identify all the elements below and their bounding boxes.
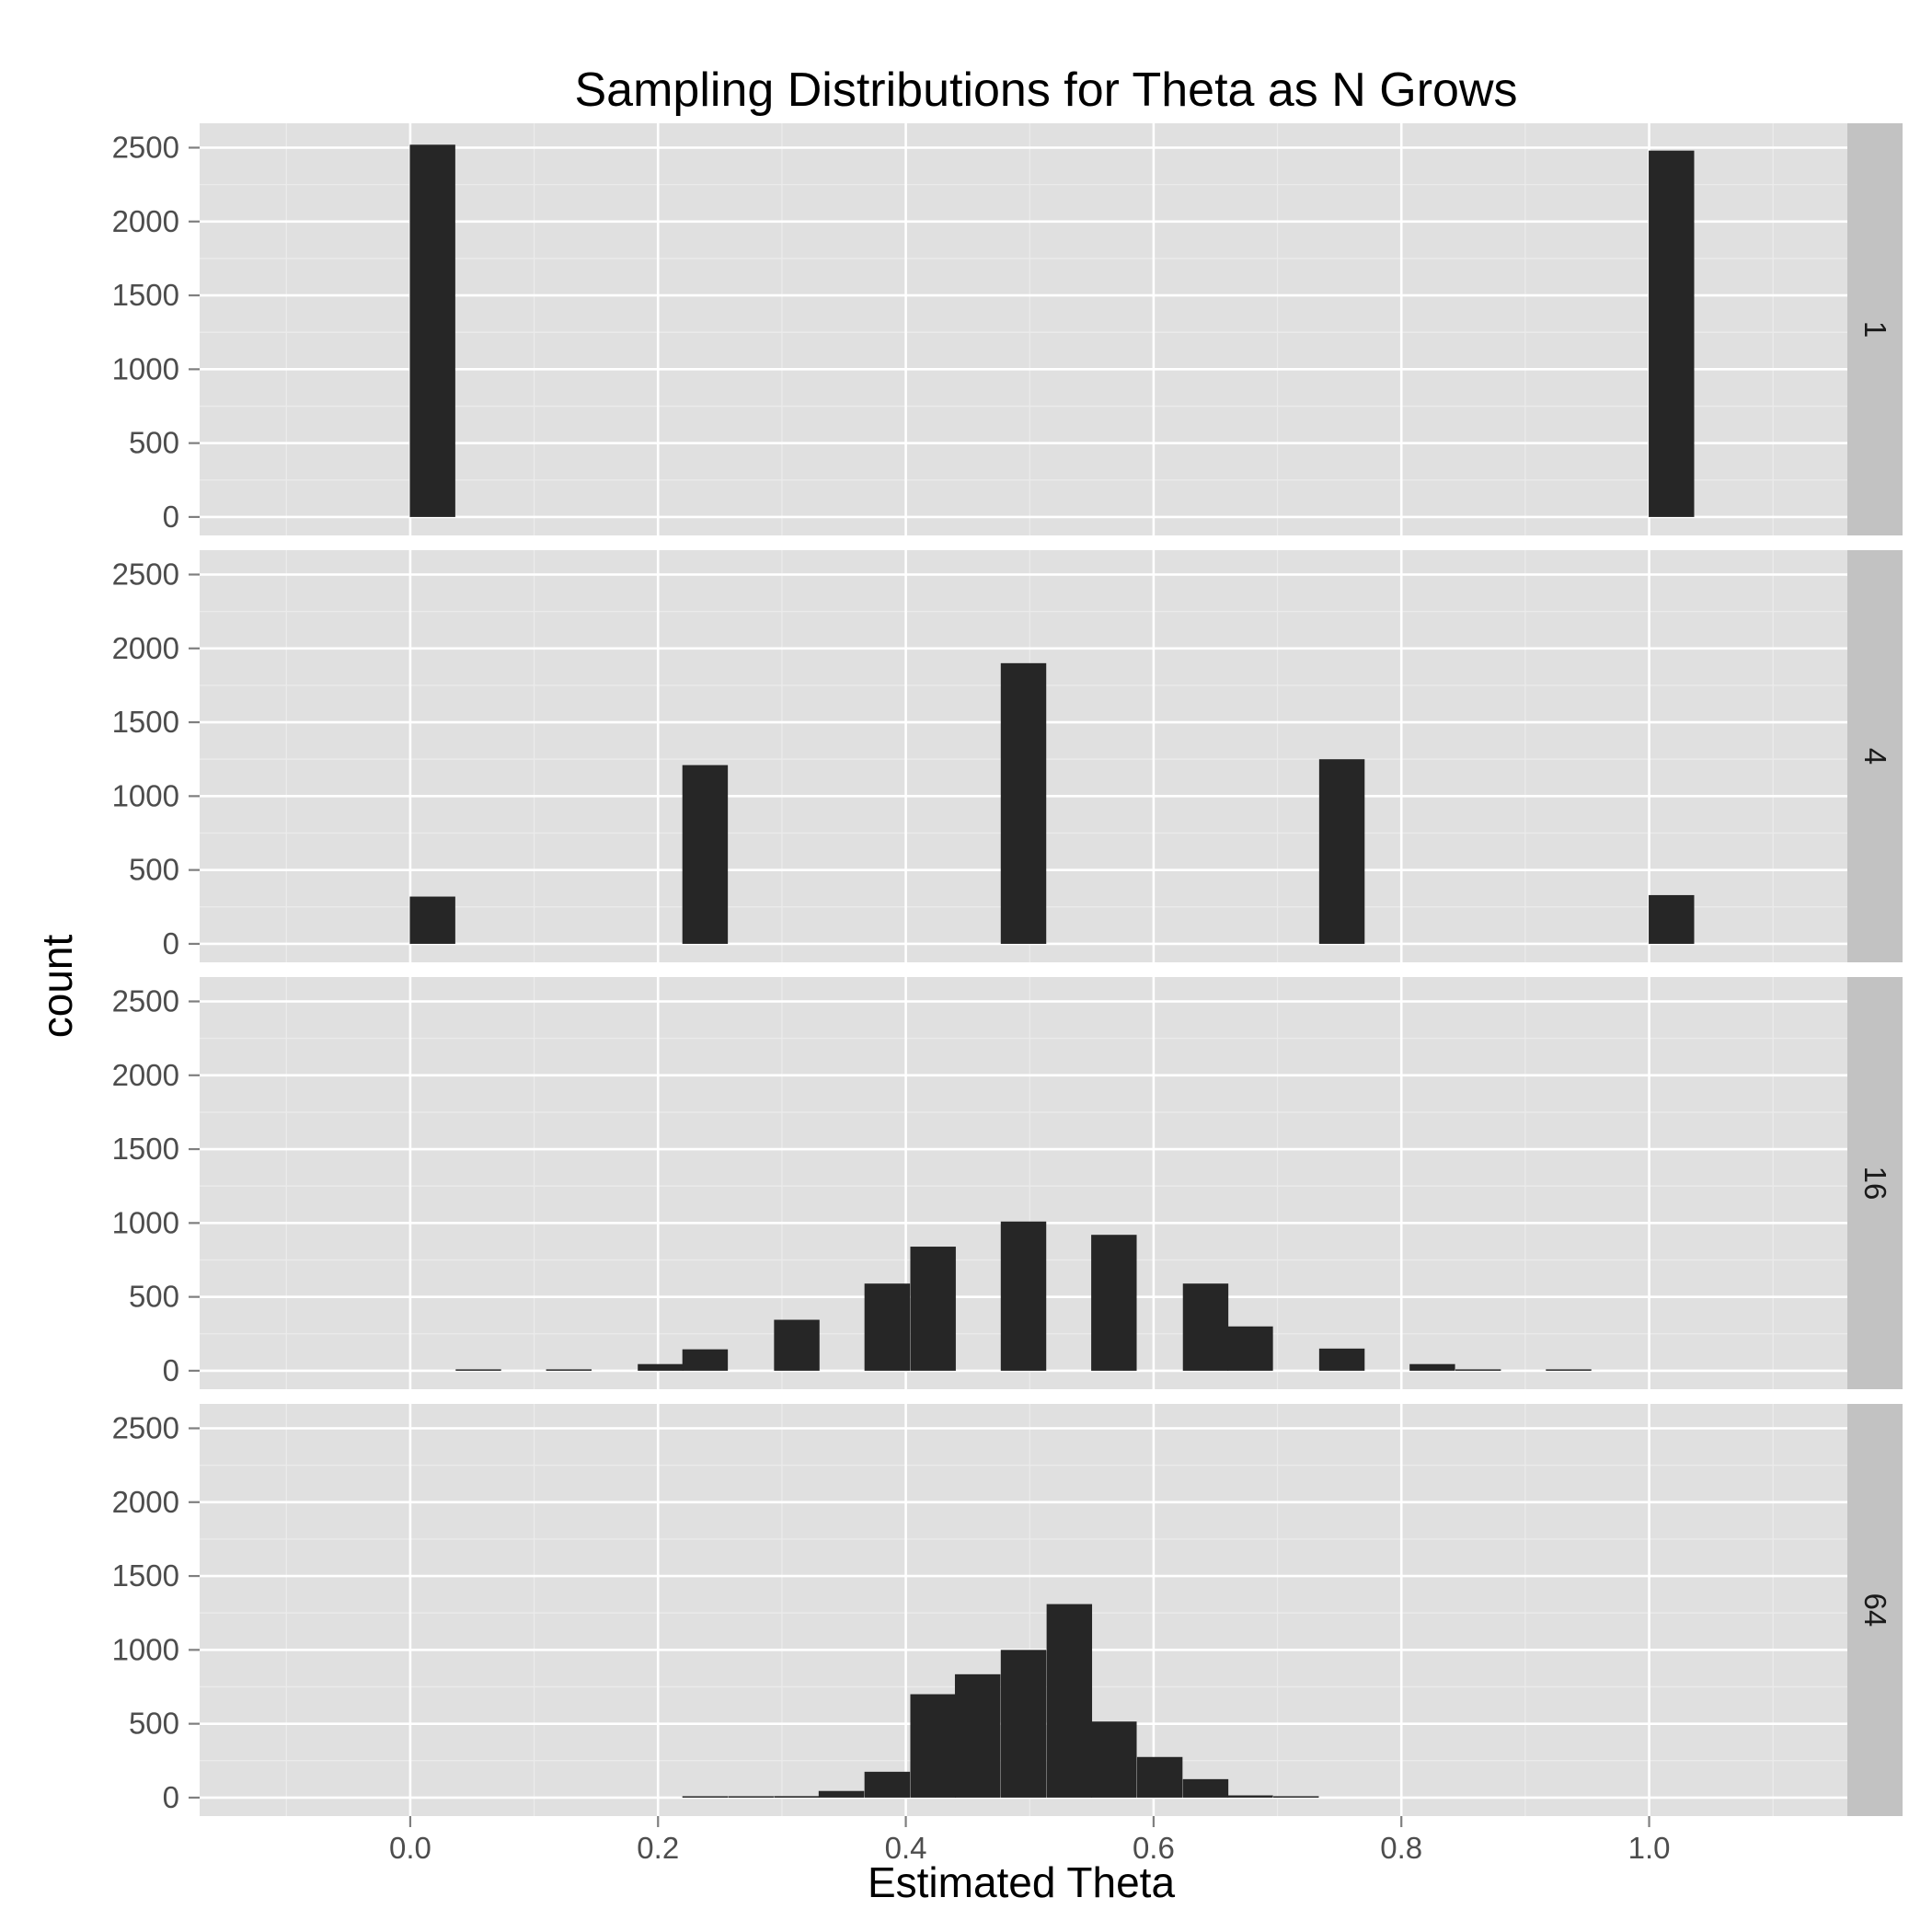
facet-panels: 0 500 1000 1500 2000 2500 1 0 500 1000 1500 2000 250… — [112, 123, 1903, 1816]
y-tick-label: 500 — [129, 853, 179, 887]
histogram-bar — [682, 1349, 729, 1371]
histogram-bar — [409, 144, 455, 517]
histogram-bar — [1409, 1363, 1455, 1371]
histogram-bar — [1455, 1369, 1501, 1371]
x-tick-label: 0.6 — [1133, 1831, 1175, 1865]
histogram-bar — [1000, 662, 1047, 944]
y-tick-label: 2500 — [112, 557, 179, 591]
facet-strip-label: 16 — [1858, 1167, 1892, 1201]
y-tick-label: 0 — [163, 500, 179, 534]
y-tick-label: 1500 — [112, 705, 179, 739]
histogram-bar — [638, 1363, 684, 1371]
facet-panel-64: 0 500 1000 1500 2000 2500 64 — [112, 1404, 1903, 1816]
panel-background — [200, 123, 1847, 535]
facet-strip — [1847, 1404, 1903, 1816]
histogram-bar — [910, 1694, 956, 1798]
x-tick-label: 0.0 — [389, 1831, 431, 1865]
x-tick-label: 0.4 — [885, 1831, 927, 1865]
facet-strip — [1847, 550, 1903, 962]
histogram-bar — [954, 1673, 1001, 1798]
x-axis: 0.0 0.2 0.4 0.6 0.8 1.0 — [389, 1816, 1670, 1865]
histogram-bar — [774, 1319, 820, 1371]
histogram-bar — [1649, 894, 1695, 944]
facet-strip — [1847, 977, 1903, 1389]
histogram-bar — [455, 1369, 501, 1371]
histogram-bar — [1091, 1235, 1137, 1371]
facet-panel-16: 0 500 1000 1500 2000 2500 16 — [112, 977, 1903, 1389]
y-axis-title: count — [33, 935, 81, 1039]
facet-strip-label: 4 — [1858, 748, 1892, 765]
histogram-bar — [1136, 1756, 1183, 1798]
histogram-bar — [864, 1283, 911, 1371]
histogram-bar — [1227, 1795, 1273, 1798]
y-tick-label: 500 — [129, 1707, 179, 1741]
histogram-bar — [1273, 1796, 1319, 1798]
histogram-bar — [1546, 1369, 1592, 1371]
y-tick-label: 1000 — [112, 1205, 179, 1239]
facet-panel-4: 0 500 1000 1500 2000 2500 4 — [112, 550, 1903, 962]
y-tick-label: 1500 — [112, 278, 179, 312]
x-axis-title: Estimated Theta — [868, 1858, 1176, 1906]
x-tick-label: 0.8 — [1380, 1831, 1422, 1865]
histogram-bar — [864, 1771, 911, 1798]
histogram-bar — [409, 896, 455, 944]
y-tick-label: 2000 — [112, 631, 179, 665]
x-tick-label: 0.2 — [637, 1831, 679, 1865]
y-tick-label: 2000 — [112, 1058, 179, 1092]
histogram-bar — [1000, 1650, 1047, 1798]
y-tick-label: 500 — [129, 1280, 179, 1314]
y-tick-label: 500 — [129, 426, 179, 460]
y-tick-label: 1500 — [112, 1558, 179, 1593]
y-tick-label: 0 — [163, 926, 179, 960]
y-tick-label: 1000 — [112, 1632, 179, 1666]
histogram-bar — [774, 1796, 820, 1798]
y-tick-label: 0 — [163, 1780, 179, 1814]
histogram-bar — [1182, 1778, 1229, 1798]
y-tick-label: 1000 — [112, 351, 179, 385]
histogram-bar — [728, 1796, 774, 1798]
histogram-bar — [1227, 1326, 1273, 1371]
histogram-bar — [682, 765, 729, 944]
histogram-bar — [1649, 150, 1695, 517]
x-tick-label: 1.0 — [1628, 1831, 1671, 1865]
histogram-bar — [1182, 1283, 1229, 1371]
y-tick-label: 2500 — [112, 130, 179, 164]
facet-strip-label: 1 — [1858, 321, 1892, 338]
histogram-bar — [1046, 1604, 1093, 1798]
y-tick-label: 2000 — [112, 204, 179, 238]
y-tick-label: 1000 — [112, 778, 179, 812]
facet-strip — [1847, 123, 1903, 535]
chart-title: Sampling Distributions for Theta as N Gr… — [575, 63, 1518, 117]
y-tick-label: 2500 — [112, 983, 179, 1018]
histogram-bar — [1000, 1221, 1047, 1371]
histogram-bar — [818, 1790, 865, 1798]
y-tick-label: 1500 — [112, 1132, 179, 1166]
histogram-bar — [682, 1796, 729, 1798]
y-tick-label: 2000 — [112, 1485, 179, 1519]
facet-panel-1: 0 500 1000 1500 2000 2500 1 — [112, 123, 1903, 535]
y-tick-label: 0 — [163, 1353, 179, 1387]
histogram-bar — [1318, 759, 1365, 944]
histogram-bar — [1318, 1348, 1365, 1371]
histogram-bar — [546, 1369, 592, 1371]
histogram-bar — [910, 1247, 956, 1371]
histogram-bar — [1091, 1721, 1137, 1798]
facet-strip-label: 64 — [1858, 1593, 1892, 1627]
y-tick-label: 2500 — [112, 1410, 179, 1444]
